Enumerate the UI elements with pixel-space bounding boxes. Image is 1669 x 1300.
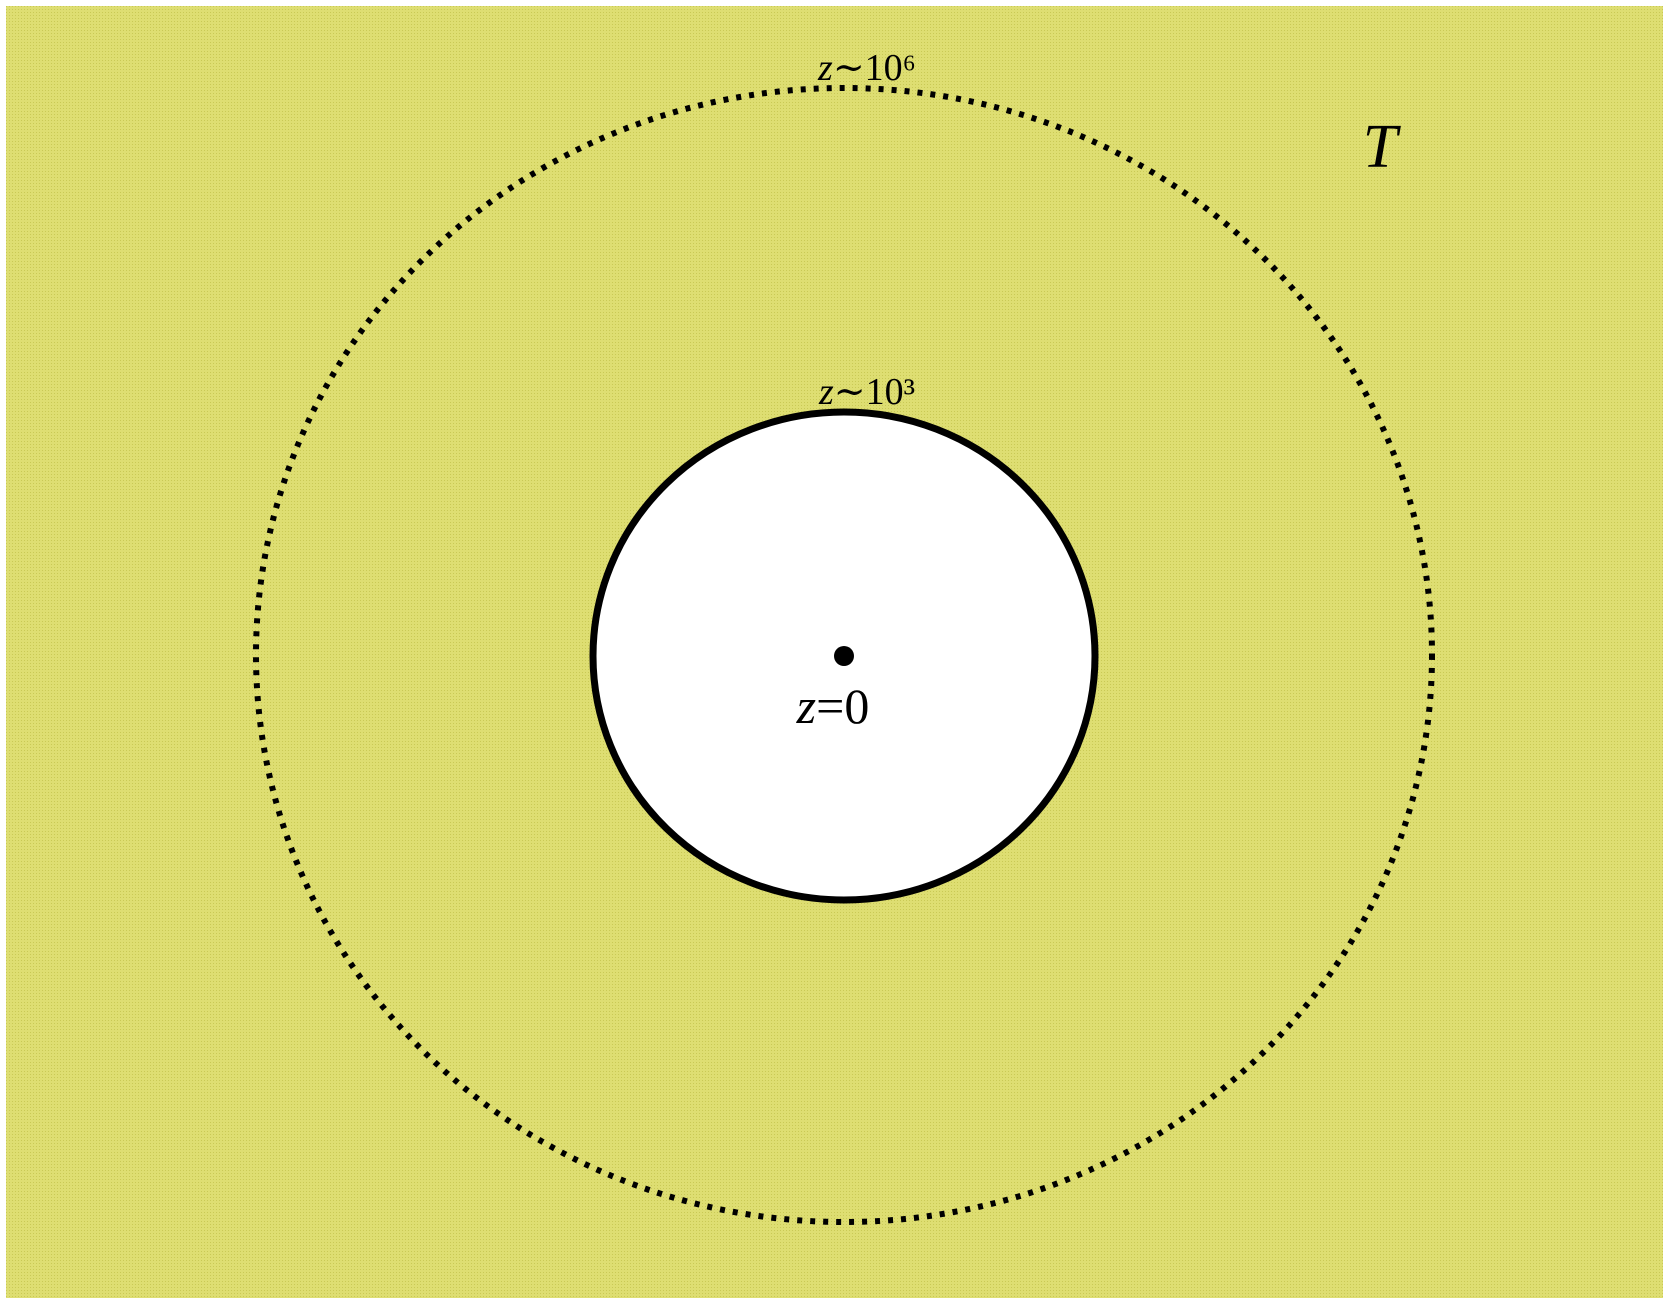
variable: z [818, 371, 834, 413]
inner-circle-label: z∼10³ [818, 371, 915, 413]
relation: ∼10³ [834, 371, 915, 413]
outer-circle-label: z∼10⁶ [817, 47, 916, 89]
center-label: z=0 [796, 678, 870, 734]
outer-dotted-circle [253, 85, 1435, 1225]
relation: ∼10⁶ [833, 47, 916, 89]
corner-label: T [1363, 113, 1402, 181]
center-dot [834, 646, 854, 666]
variable: z [817, 47, 833, 89]
relation: =0 [816, 678, 869, 734]
variable: z [796, 678, 816, 734]
